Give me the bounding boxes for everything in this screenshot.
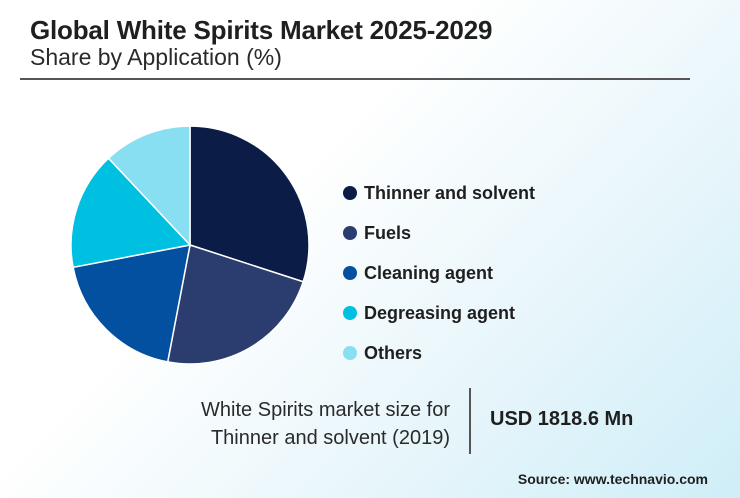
- pie-slice-cleaning-agent: [72, 244, 191, 363]
- pie-slice-thinner-and-solvent: [189, 125, 310, 283]
- legend-label: Fuels: [364, 222, 412, 243]
- legend-item-thinner-and-solvent: Thinner and solvent: [343, 173, 535, 213]
- legend-swatch: [343, 346, 357, 360]
- legend-item-degreasing-agent: Degreasing agent: [343, 293, 535, 333]
- legend-swatch: [343, 306, 357, 320]
- market-size-value: USD 1818.6 Mn: [490, 408, 634, 430]
- legend-item-cleaning-agent: Cleaning agent: [343, 253, 535, 293]
- pie-slice-fuels: [166, 244, 305, 365]
- chart-subtitle: Share by Application (%): [30, 44, 282, 70]
- legend-label: Others: [364, 342, 423, 363]
- legend-item-others: Others: [343, 333, 535, 373]
- legend-swatch: [343, 186, 357, 200]
- market-size-description: White Spirits market size for Thinner an…: [201, 396, 450, 452]
- chart-title: Global White Spirits Market 2025-2029: [30, 15, 493, 45]
- legend-label: Cleaning agent: [364, 262, 494, 283]
- title-divider: [20, 78, 690, 80]
- pie-slice-others: [107, 125, 191, 247]
- legend-item-fuels: Fuels: [343, 213, 535, 253]
- legend-swatch: [343, 226, 357, 240]
- market-size-line-2: Thinner and solvent (2019): [210, 427, 450, 449]
- source-note: Source: www.technavio.com: [517, 471, 708, 487]
- legend: Thinner and solvent Fuels Cleaning agent De…: [343, 173, 535, 373]
- market-size-line-1: White Spirits market size for: [201, 399, 450, 421]
- pie-slice-degreasing-agent: [70, 157, 192, 269]
- info-divider: [469, 388, 471, 454]
- legend-label: Degreasing agent: [364, 302, 516, 323]
- legend-label: Thinner and solvent: [364, 182, 536, 203]
- legend-swatch: [343, 266, 357, 280]
